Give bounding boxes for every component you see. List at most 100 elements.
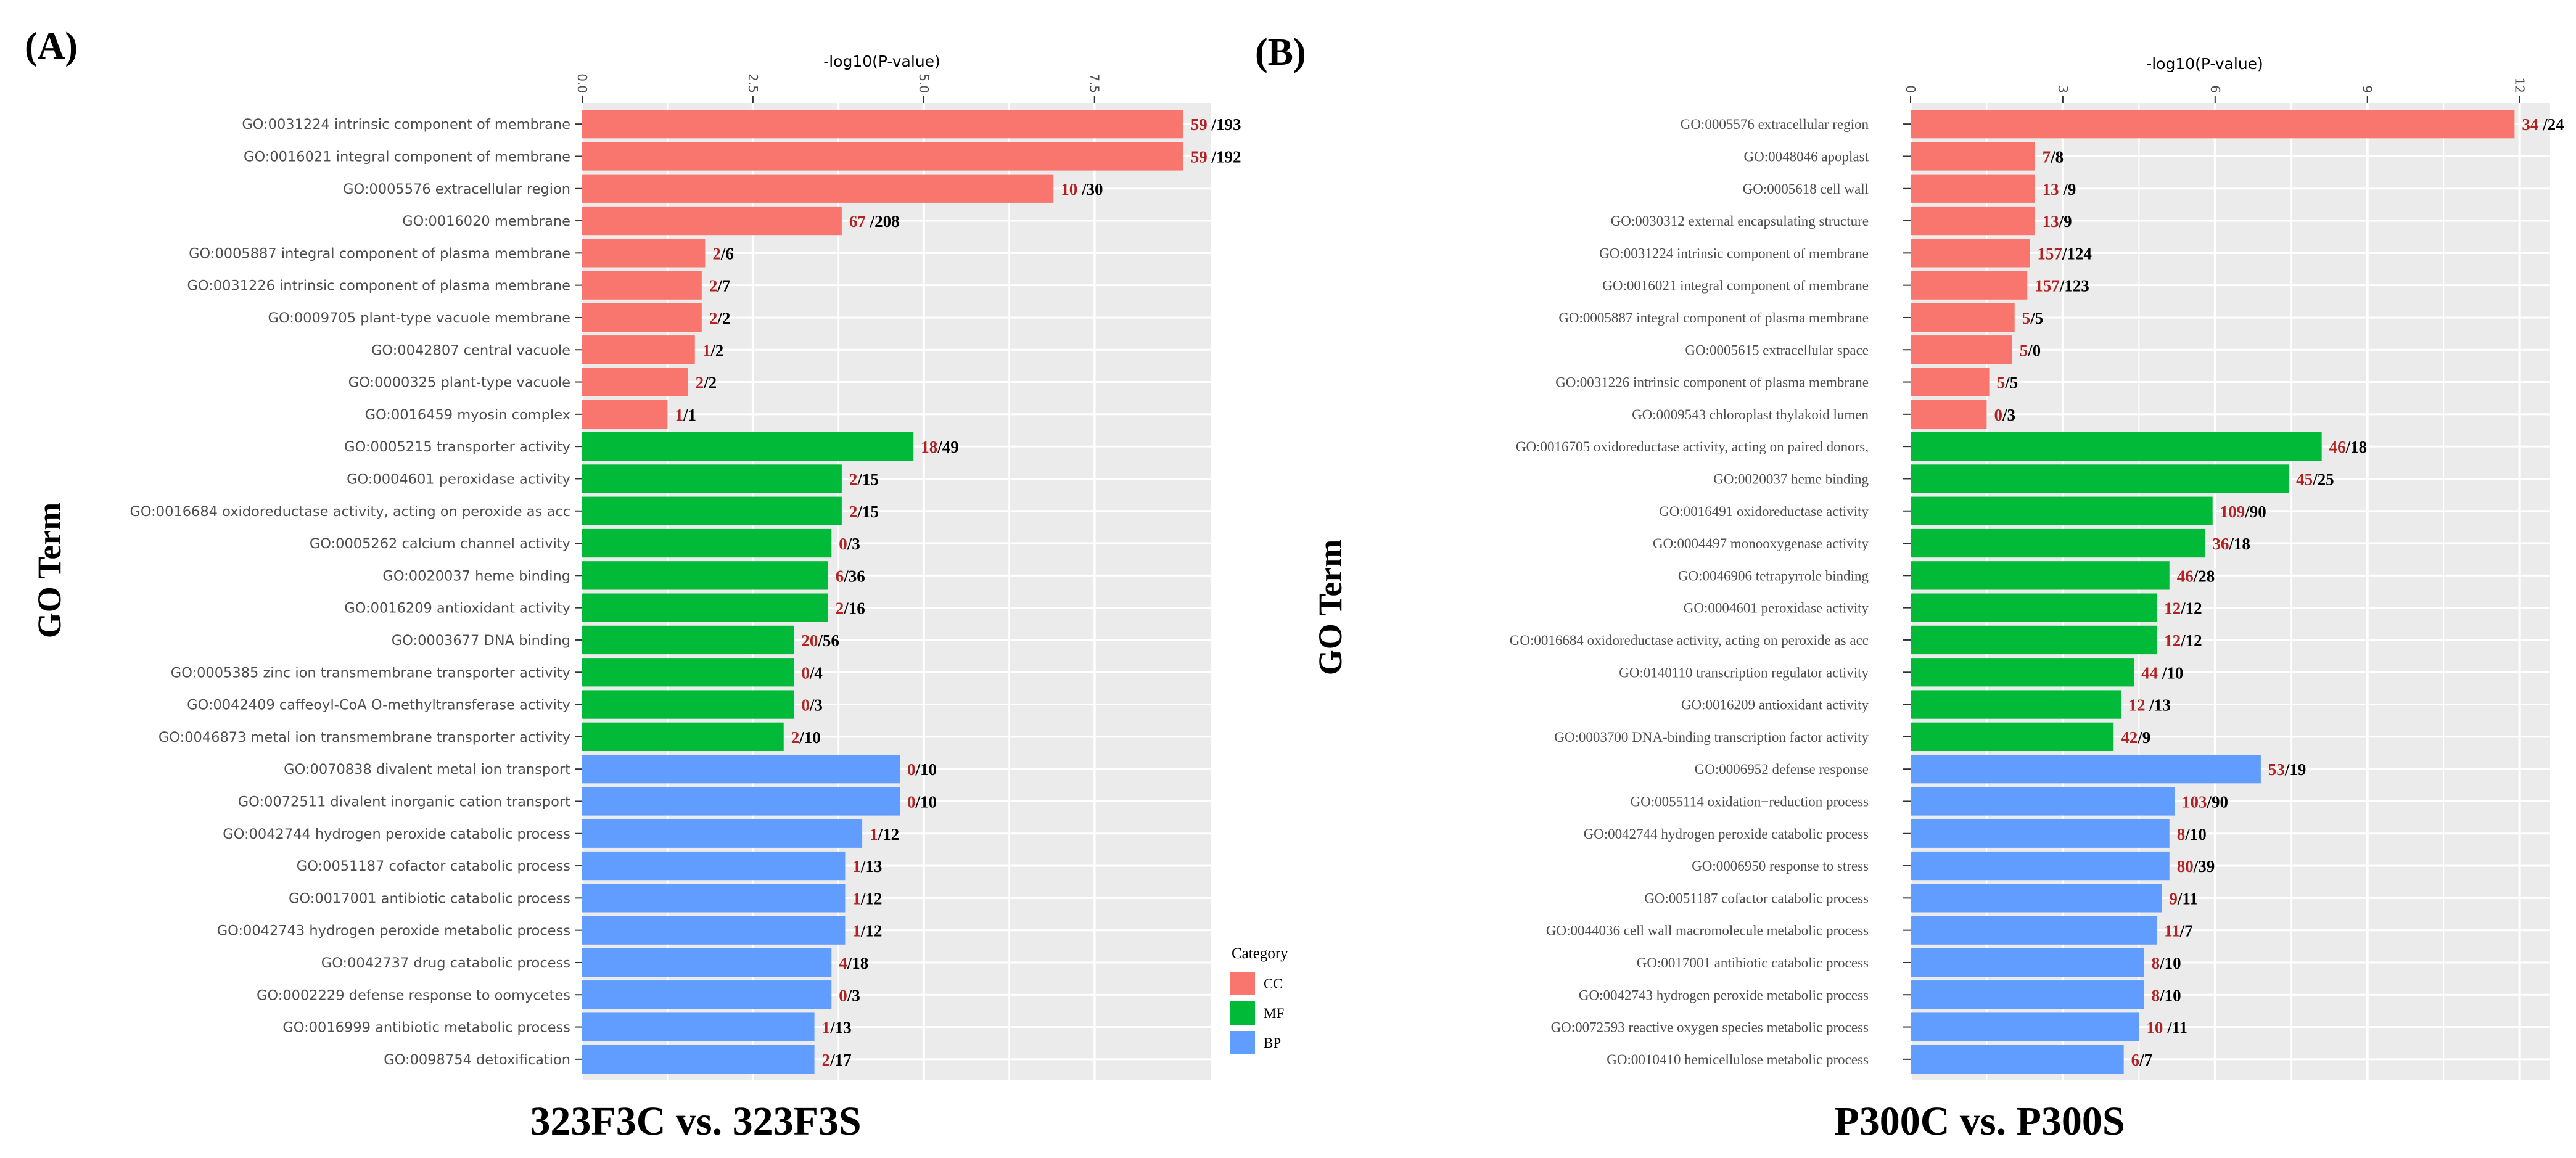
count-down: /19: [2284, 760, 2306, 779]
bar: [1911, 980, 2144, 1009]
count-down: /12: [2180, 631, 2202, 650]
count-up: 6: [836, 567, 844, 585]
bar: [1911, 884, 2162, 913]
term-label: GO:0051187 cofactor catabolic process: [1644, 890, 1869, 906]
count-label: 5/5: [2022, 309, 2044, 327]
term-label: GO:0140110 transcription regulator activ…: [1619, 665, 1869, 680]
term-label: GO:0072511 divalent inorganic cation tra…: [238, 794, 570, 810]
bar: [1911, 593, 2157, 622]
count-down: /56: [817, 631, 839, 650]
count-down: /5: [2004, 374, 2018, 392]
term-label: GO:0004601 peroxidase activity: [1684, 601, 1869, 616]
count-down: /7: [2179, 922, 2193, 940]
legend-swatch: [1230, 1031, 1255, 1054]
count-up: 1: [702, 341, 711, 359]
count-down: /124: [2062, 244, 2092, 263]
bar: [582, 625, 794, 655]
count-label: 5/0: [2020, 341, 2041, 359]
count-label: 2/2: [696, 374, 717, 392]
count-up: 13: [2043, 212, 2059, 231]
bar: [582, 464, 842, 493]
count-label: 2/10: [791, 728, 821, 747]
legend-swatch: [1230, 972, 1255, 995]
legend-label: MF: [1264, 1006, 1284, 1021]
term-label: GO:0002229 defense response to oomycetes: [257, 987, 570, 1003]
term-label: GO:0016209 antioxidant activity: [1681, 697, 1869, 713]
count-down: /2: [703, 374, 717, 392]
term-label: GO:0005576 extracellular region: [1681, 117, 1869, 132]
chart-title: 323F3C vs. 323F3S: [530, 1099, 861, 1144]
count-down: /3: [2002, 406, 2015, 424]
bar: [1911, 239, 2030, 268]
bar: [582, 303, 702, 332]
term-label: GO:0016684 oxidoreductase activity, acti…: [130, 504, 570, 520]
term-label: GO:0046906 tetrapyrrole binding: [1678, 568, 1869, 583]
count-down: /13: [2146, 696, 2171, 715]
count-label: 2/7: [709, 277, 731, 295]
count-down: /24: [2538, 115, 2564, 134]
count-up: 12: [2164, 631, 2181, 650]
count-label: 12 /13: [2129, 696, 2171, 715]
count-down: /3: [809, 696, 823, 715]
term-label: GO:0046873 metal ion transmembrane trans…: [158, 729, 570, 745]
count-up: 11: [2164, 922, 2180, 940]
count-label: 5/5: [1997, 374, 2018, 392]
count-down: /3: [847, 986, 860, 1004]
bar: [582, 432, 914, 461]
count-label: 46/18: [2329, 438, 2368, 456]
bar: [582, 593, 828, 622]
count-label: 8/10: [2152, 954, 2181, 972]
count-up: 12: [2129, 696, 2146, 715]
count-up: 0: [907, 760, 916, 779]
term-label: GO:0016999 antibiotic metabolic process: [282, 1020, 570, 1036]
count-up: 2: [712, 244, 721, 263]
bar: [582, 271, 702, 300]
count-down: /18: [2228, 535, 2250, 553]
count-down: /10: [2159, 986, 2181, 1004]
count-up: 8: [2152, 954, 2160, 972]
term-label: GO:0016021 integral component of membran…: [244, 149, 570, 165]
count-up: 5: [2022, 309, 2031, 327]
count-down: /12: [2180, 599, 2202, 618]
count-label: 157/123: [2035, 277, 2089, 295]
count-down: /18: [2345, 438, 2368, 456]
count-label: 9/11: [2169, 889, 2198, 908]
count-up: 1: [870, 825, 878, 844]
count-label: 67 /208: [849, 212, 900, 231]
count-up: 6: [2131, 1051, 2140, 1069]
panel-label: (B): [1255, 31, 1306, 73]
bar: [582, 690, 794, 719]
count-down: /11: [2177, 889, 2198, 908]
term-label: GO:0006950 response to stress: [1692, 858, 1869, 874]
term-label: GO:0016705 oxidoreductase activity, acti…: [1516, 439, 1869, 454]
count-label: 59 /193: [1191, 115, 1241, 134]
count-up: 5: [1997, 374, 2006, 392]
count-down: /15: [857, 470, 879, 488]
count-down: /90: [2244, 503, 2266, 521]
term-label: GO:0055114 oxidation−reduction process: [1631, 794, 1869, 809]
count-label: 36/18: [2212, 535, 2250, 553]
count-up: 157: [2035, 277, 2060, 295]
count-label: 46/28: [2177, 567, 2215, 585]
count-up: 10: [2146, 1019, 2163, 1037]
count-down: /10: [915, 760, 937, 779]
count-up: 1: [852, 857, 861, 876]
bar: [582, 1045, 815, 1074]
bar: [582, 368, 688, 396]
bar: [582, 400, 668, 429]
count-label: 4/18: [839, 954, 868, 972]
term-label: GO:0016209 antioxidant activity: [344, 601, 570, 617]
bar: [1911, 464, 2289, 493]
term-label: GO:0044036 cell wall macromolecule metab…: [1546, 923, 1869, 938]
count-up: 2: [849, 470, 858, 488]
x-axis-title: -log10(P-value): [2146, 55, 2263, 73]
y-axis-title: GO Term: [31, 503, 68, 639]
count-up: 9: [2169, 889, 2178, 908]
count-up: 1: [852, 922, 861, 940]
count-up: 59: [1191, 115, 1208, 134]
term-label: GO:0009705 plant-type vacuole membrane: [268, 310, 570, 326]
term-label: GO:0000325 plant-type vacuole: [348, 375, 570, 391]
bar: [582, 528, 832, 558]
